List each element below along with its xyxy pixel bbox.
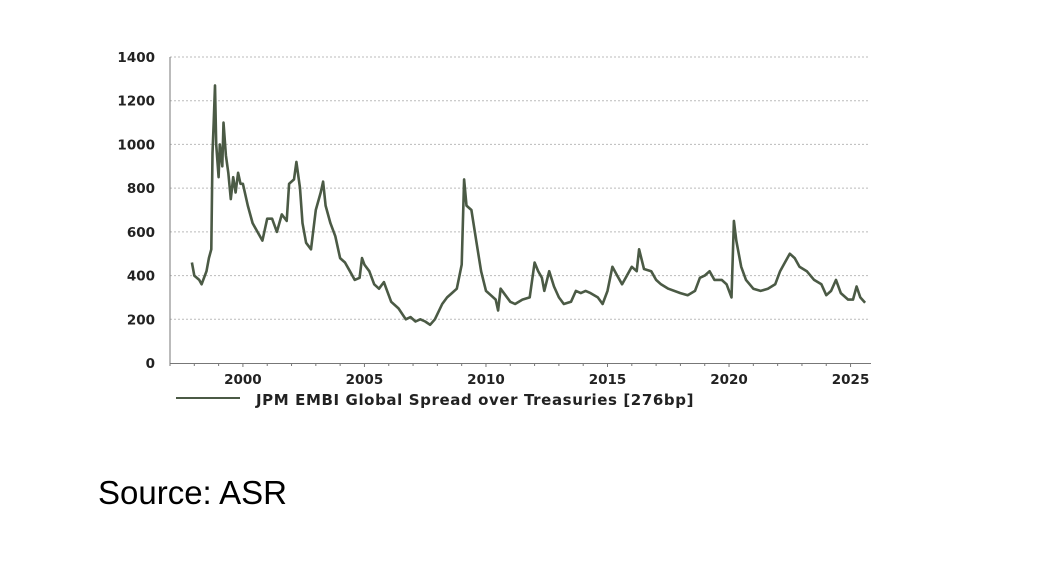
y-tick-label: 200 — [127, 312, 155, 328]
y-tick-label: 800 — [127, 181, 155, 197]
y-tick-label: 400 — [127, 269, 155, 285]
x-tick-label: 2005 — [346, 372, 384, 388]
y-tick-label: 0 — [146, 356, 155, 372]
x-tick-label: 2015 — [589, 372, 627, 388]
y-tick-label: 1200 — [117, 94, 155, 110]
x-tick-label: 2020 — [710, 372, 748, 388]
x-tick-label: 2010 — [467, 372, 505, 388]
legend-label: JPM EMBI Global Spread over Treasuries [… — [255, 391, 694, 409]
y-tick-label: 1400 — [117, 50, 155, 66]
y-tick-label: 600 — [127, 225, 155, 241]
plot-background — [90, 40, 880, 420]
series-line-embi-spread — [190, 84, 867, 327]
x-tick-label: 2025 — [832, 372, 870, 388]
source-caption: Source: ASR — [98, 474, 287, 511]
y-tick-label: 1000 — [117, 137, 155, 153]
line-chart: 0 200 400 600 800 1000 1200 1400 2000 2005 2010 20… — [90, 40, 880, 420]
x-tick-label: 2000 — [224, 372, 262, 388]
